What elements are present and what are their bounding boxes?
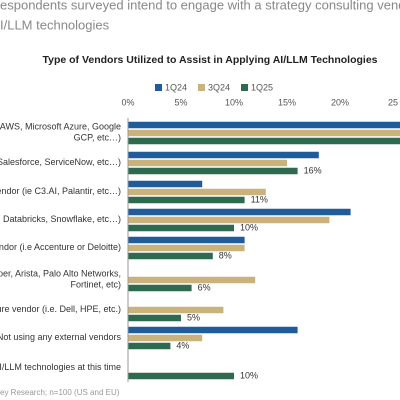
bar [128, 326, 298, 334]
bar [128, 306, 224, 314]
category-label: nsulting vendor (i.e Accenture or Deloit… [0, 242, 121, 252]
category-label: aluating AI/LLM technologies at this tim… [0, 362, 121, 372]
bar [128, 244, 245, 252]
bar [128, 159, 287, 167]
footnote: ey Research; n=100 (US and EU) [0, 388, 120, 397]
category-label: Not using any external vendors [0, 332, 121, 342]
data-label: 10% [240, 370, 258, 380]
bar [128, 284, 192, 292]
bar [128, 334, 203, 342]
bar [128, 236, 245, 244]
bar [128, 196, 245, 204]
bar [128, 252, 213, 260]
data-label: 16% [304, 165, 322, 175]
bar [128, 372, 234, 380]
x-tick-label: 25 [388, 97, 398, 107]
category-label: velopment vendor (ie C3.AI, Palantir, et… [0, 186, 121, 196]
x-tick-label: 5% [174, 97, 187, 107]
data-label: 4% [176, 340, 189, 350]
bar [128, 224, 234, 232]
legend-swatch [241, 84, 248, 91]
data-label: 5% [187, 312, 200, 322]
x-tick-label: 20% [331, 97, 349, 107]
category-label: t vendor (ie. Databricks, Snowflake, etc… [0, 214, 121, 224]
legend-swatch [155, 84, 162, 91]
category-label: ie Amazon AWS, Microsoft Azure, GoogleGC… [0, 122, 121, 143]
bar [128, 276, 256, 284]
bar [128, 137, 400, 145]
x-tick-label: 10% [225, 97, 243, 107]
data-label: 11% [251, 194, 268, 204]
bar [128, 121, 400, 129]
category-label: isco, Juniper, Arista, Palo Alto Network… [0, 269, 121, 290]
bar [128, 180, 203, 188]
header-line: espondents surveyed intend to engage wit… [0, 0, 400, 12]
legend-label: 1Q24 [165, 82, 187, 92]
x-tick-label: 0% [121, 97, 134, 107]
category-label: infrastructure vendor (i.e. Dell, HPE, e… [0, 304, 121, 314]
category-label: vendor (ie. Salesforce, ServiceNow, etc…… [0, 157, 121, 167]
bar [128, 129, 400, 137]
chart-title: Type of Vendors Utilized to Assist in Ap… [42, 54, 377, 66]
header-line: I/LLM technologies [0, 17, 110, 32]
bar [128, 216, 330, 224]
data-label: 8% [219, 250, 232, 260]
data-label: 6% [198, 282, 211, 292]
bar [128, 188, 266, 196]
bar [128, 151, 319, 159]
data-label: 10% [240, 222, 258, 232]
bar [128, 314, 181, 322]
bar [128, 208, 351, 216]
x-tick-label: 15% [278, 97, 296, 107]
bar [128, 167, 298, 175]
bar [128, 342, 171, 350]
legend-label: 1Q25 [251, 82, 273, 92]
legend-label: 3Q24 [208, 82, 230, 92]
legend-swatch [198, 84, 205, 91]
